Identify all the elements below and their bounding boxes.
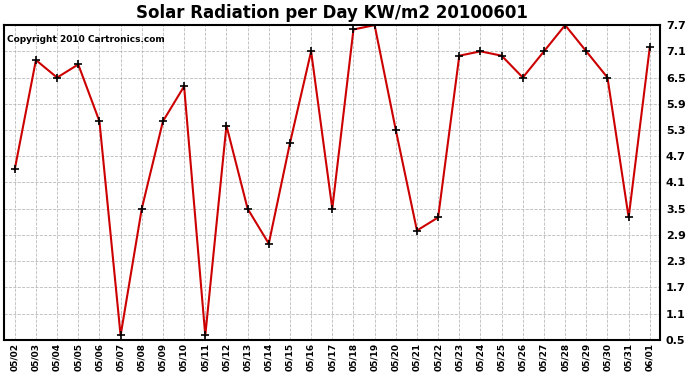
- Title: Solar Radiation per Day KW/m2 20100601: Solar Radiation per Day KW/m2 20100601: [137, 4, 529, 22]
- Text: Copyright 2010 Cartronics.com: Copyright 2010 Cartronics.com: [8, 34, 165, 44]
